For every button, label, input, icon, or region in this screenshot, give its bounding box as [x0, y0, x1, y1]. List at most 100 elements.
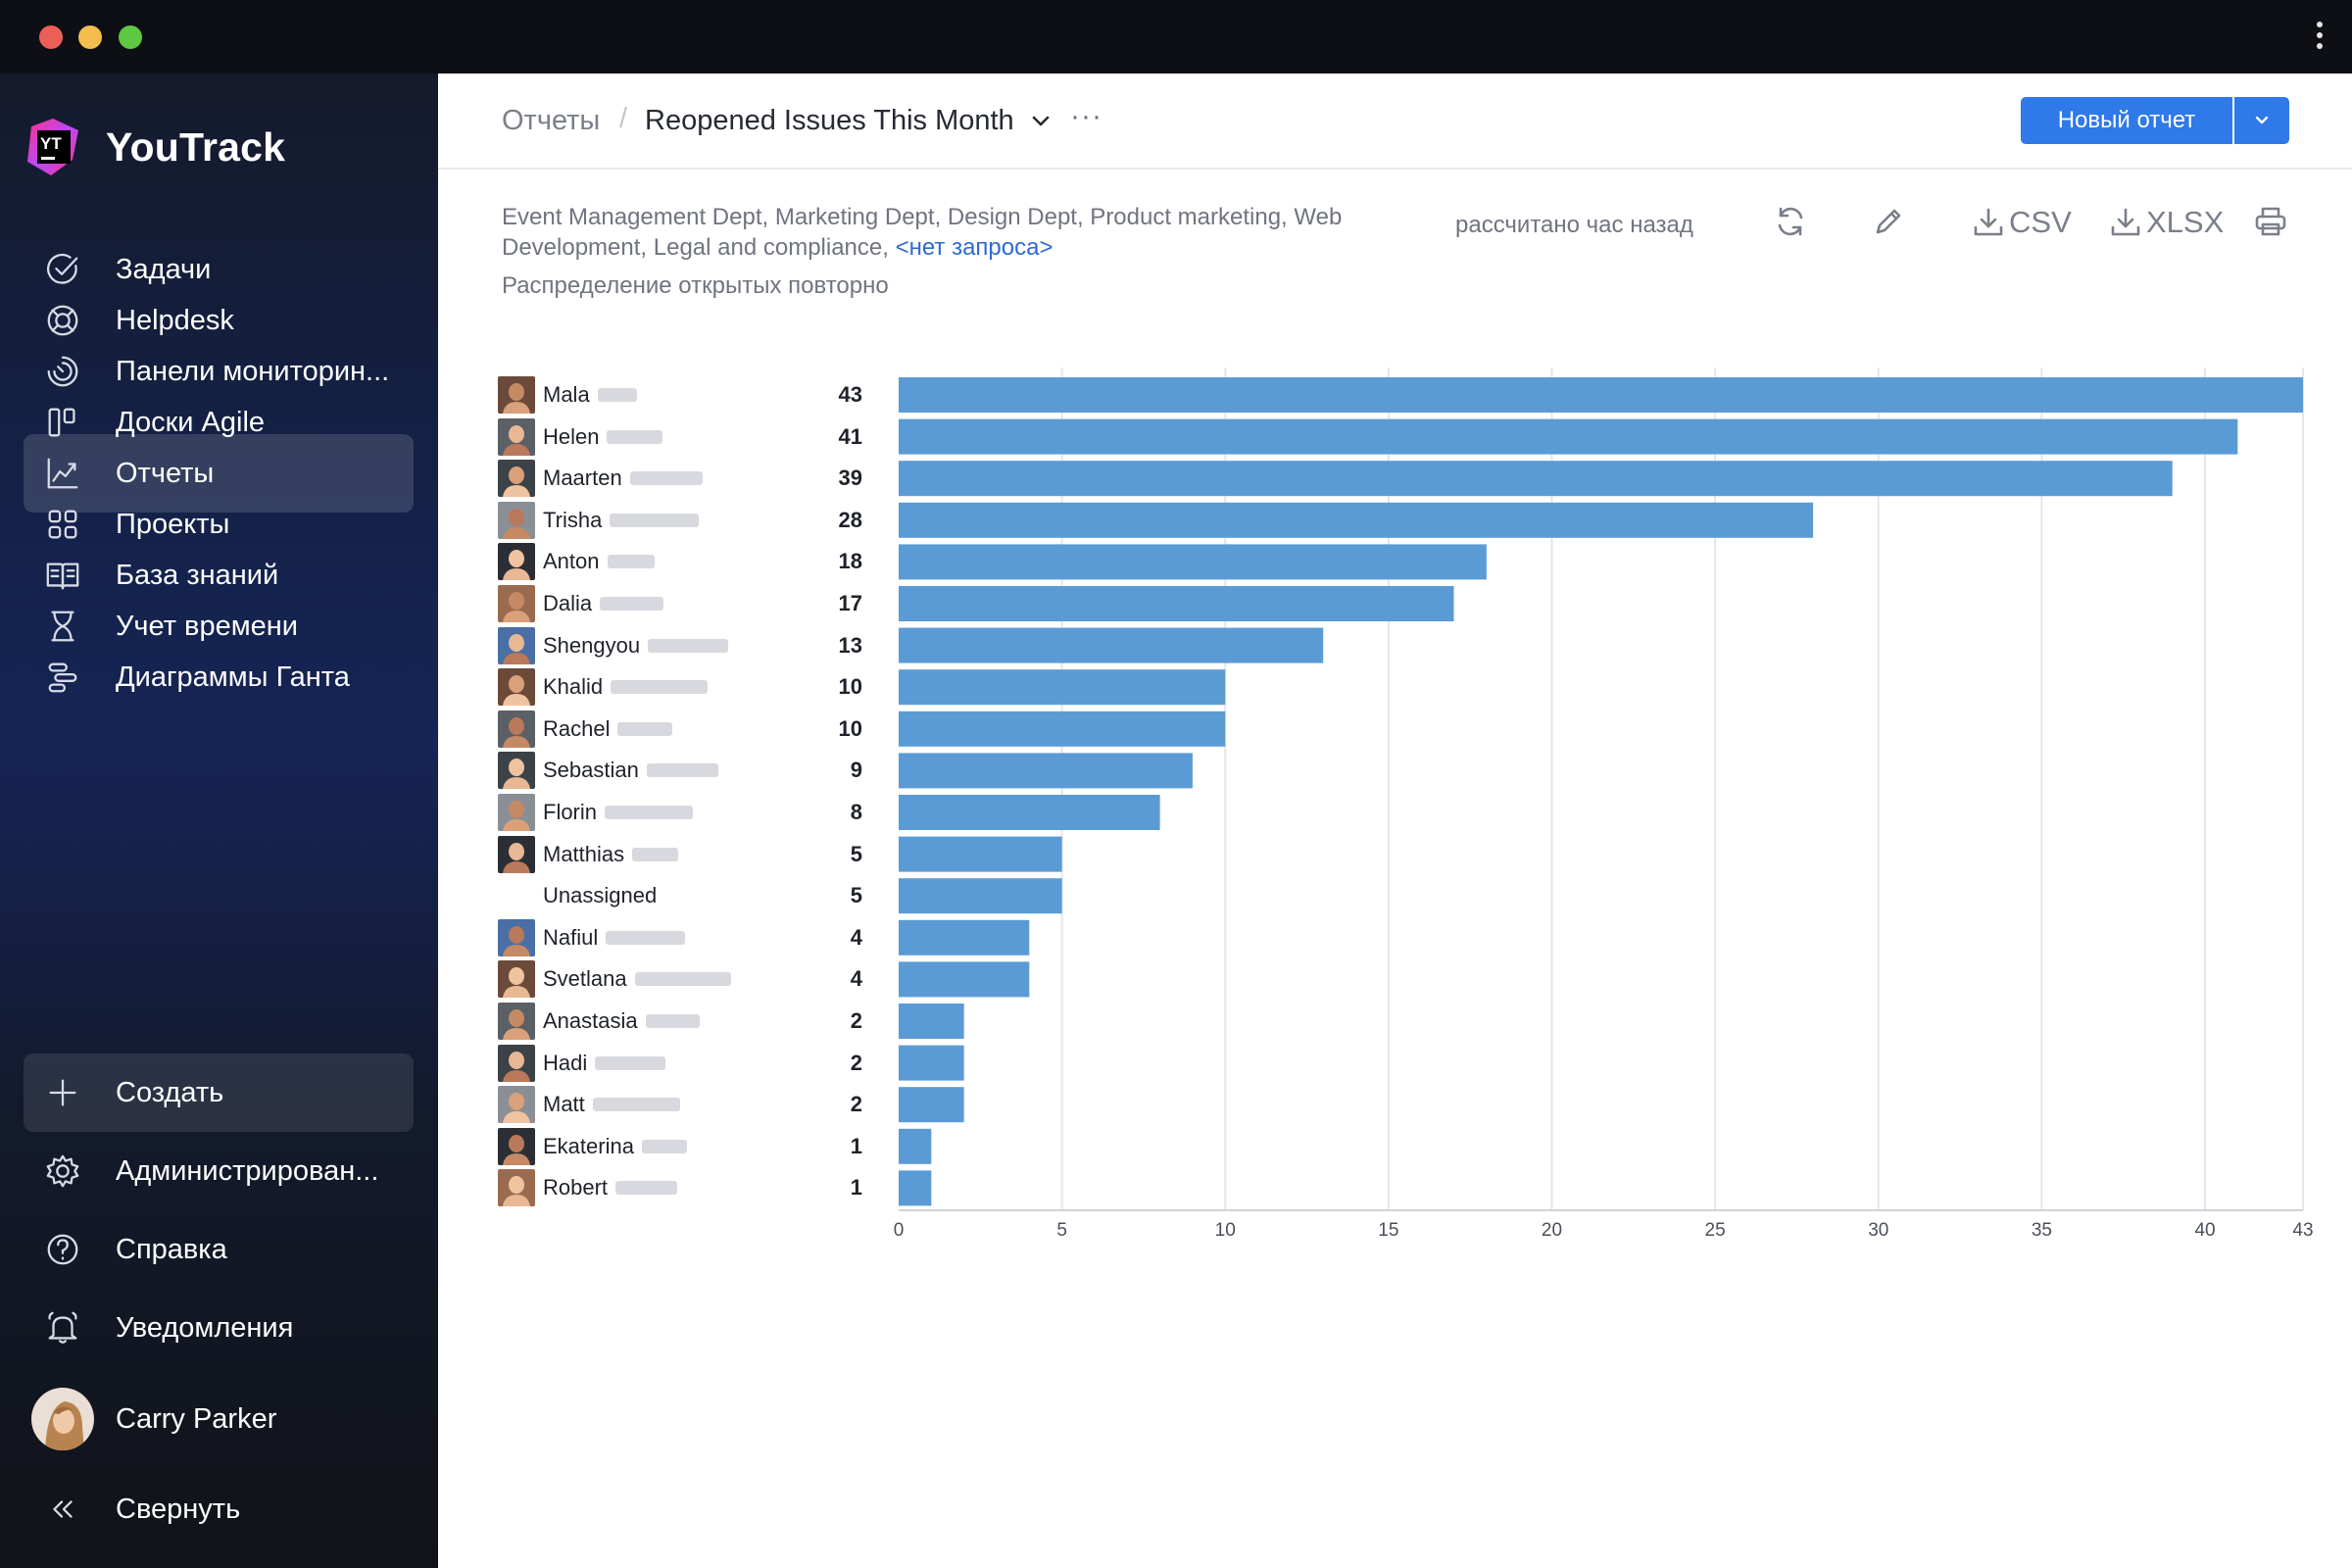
hourglass-icon	[24, 587, 102, 665]
row-label[interactable]: Trisha	[498, 501, 700, 539]
bar-florin[interactable]	[899, 795, 1160, 830]
report-header: Отчеты / Reopened Issues This Month ··· …	[438, 74, 2352, 170]
bar-anton[interactable]	[899, 544, 1487, 580]
bar-robert[interactable]	[899, 1170, 932, 1206]
nav-reports[interactable]: Отчеты	[24, 434, 414, 513]
assignee-name: Unassigned	[543, 883, 658, 908]
x-tick-label: 40	[2194, 1220, 2216, 1241]
avatar	[498, 1003, 535, 1040]
export-csv-button[interactable]: CSV	[1972, 205, 2072, 240]
bar-anastasia[interactable]	[899, 1004, 964, 1039]
redacted-surname	[617, 721, 673, 736]
nav-projects[interactable]: Проекты	[24, 485, 414, 564]
redacted-surname	[595, 1055, 666, 1070]
nav-label: Доски Agile	[116, 406, 266, 438]
printer-icon	[2255, 207, 2286, 236]
bar-matthias[interactable]	[899, 836, 1062, 872]
assignee-name: Robert	[543, 1175, 609, 1200]
avatar	[498, 1127, 535, 1165]
assignee-name: Ekaterina	[543, 1133, 634, 1158]
bar-khalid[interactable]	[899, 669, 1226, 706]
nav-administration[interactable]: Администрирован...	[24, 1132, 414, 1210]
nav-dashboards[interactable]: Панели мониторин...	[24, 332, 414, 411]
nav-knowledge-base[interactable]: База знаний	[24, 536, 414, 614]
row-label[interactable]: Anton	[498, 543, 655, 581]
print-button[interactable]	[2254, 205, 2287, 238]
export-xlsx-button[interactable]: XLSX	[2109, 205, 2224, 240]
maximize-window-button[interactable]	[119, 25, 142, 49]
bar-dalia[interactable]	[899, 586, 1454, 621]
row-label[interactable]: Nafiul	[498, 918, 686, 956]
row-label[interactable]: Rachel	[498, 710, 673, 748]
user-profile[interactable]: Carry Parker	[24, 1377, 414, 1461]
row-label[interactable]: Matt	[498, 1086, 680, 1124]
row-label[interactable]: Ekaterina	[498, 1127, 687, 1165]
redacted-surname	[606, 930, 686, 945]
bar-unassigned[interactable]	[899, 878, 1062, 914]
minimize-window-button[interactable]	[78, 25, 102, 49]
edit-report-button[interactable]	[1872, 205, 1905, 238]
issue-count: 10	[838, 715, 862, 741]
avatar	[498, 918, 535, 956]
issue-count: 2	[850, 1008, 862, 1033]
row-label[interactable]: Dalia	[498, 585, 664, 622]
nav-agile-boards[interactable]: Доски Agile	[24, 383, 414, 462]
chevron-down-icon[interactable]	[1030, 111, 1052, 132]
brand-name: YouTrack	[106, 123, 286, 170]
row-label[interactable]: Mala	[498, 376, 637, 414]
row-label[interactable]: Svetlana	[498, 960, 731, 999]
bar-maarten[interactable]	[899, 461, 2173, 497]
nav-helpdesk[interactable]: Helpdesk	[24, 281, 414, 360]
help-icon	[24, 1210, 102, 1289]
window-menu-icon[interactable]	[2315, 22, 2325, 53]
more-options-button[interactable]: ···	[1070, 100, 1102, 132]
bar-ekaterina[interactable]	[899, 1128, 932, 1164]
row-label[interactable]: Khalid	[498, 668, 709, 707]
nav-issues[interactable]: Задачи	[24, 230, 414, 309]
bar-rachel[interactable]	[899, 710, 1226, 747]
bar-nafiul[interactable]	[899, 919, 1030, 956]
bar-trisha[interactable]	[899, 502, 1814, 538]
breadcrumb-reports-link[interactable]: Отчеты	[502, 105, 601, 136]
nav-gantt[interactable]: Диаграммы Ганта	[24, 638, 414, 716]
bar-sebastian[interactable]	[899, 753, 1193, 789]
row-label[interactable]: Robert	[498, 1169, 678, 1207]
row-label[interactable]: Anastasia	[498, 1003, 700, 1040]
nav-create[interactable]: Создать	[24, 1054, 414, 1132]
query-link[interactable]: <нет запроса>	[895, 234, 1054, 261]
new-report-dropdown-button[interactable]	[2234, 97, 2289, 144]
bar-helen[interactable]	[899, 418, 2238, 455]
nav-time-tracking[interactable]: Учет времени	[24, 587, 414, 665]
bar-shengyou[interactable]	[899, 627, 1324, 663]
row-label[interactable]: Maarten	[498, 460, 703, 498]
nav-notifications[interactable]: Уведомления	[24, 1289, 414, 1367]
window-titlebar	[0, 0, 2352, 74]
issue-count: 28	[838, 507, 862, 532]
nav-help[interactable]: Справка	[24, 1210, 414, 1289]
row-label[interactable]: Florin	[498, 794, 694, 831]
brand-logo[interactable]: YT YouTrack	[24, 113, 285, 181]
nav-label: Диаграммы Ганта	[116, 661, 350, 693]
collapse-sidebar-button[interactable]: Свернуть	[24, 1470, 414, 1548]
assignee-name: Nafiul	[543, 924, 599, 950]
bar-hadi[interactable]	[899, 1045, 964, 1081]
row-label[interactable]: Sebastian	[498, 752, 718, 790]
avatar	[498, 376, 535, 414]
report-title[interactable]: Reopened Issues This Month	[645, 105, 1014, 136]
redacted-surname	[607, 555, 655, 569]
bar-svetlana[interactable]	[899, 961, 1030, 998]
nav-label: Учет времени	[116, 610, 298, 642]
download-icon	[2111, 208, 2140, 236]
bar-mala[interactable]	[899, 377, 2303, 413]
refresh-icon	[1778, 207, 1803, 236]
bar-matt[interactable]	[899, 1087, 964, 1123]
row-label[interactable]: Hadi	[498, 1044, 666, 1082]
row-label[interactable]: Matthias	[498, 835, 679, 873]
close-window-button[interactable]	[39, 25, 63, 49]
refresh-button[interactable]	[1774, 205, 1807, 238]
sidebar: YT YouTrack Задачи Helpdesk Панели монит…	[0, 74, 438, 1568]
new-report-button[interactable]: Новый отчет	[2021, 97, 2232, 144]
row-label[interactable]: Shengyou	[498, 626, 729, 664]
row-label[interactable]: Helen	[498, 417, 663, 456]
row-label[interactable]: Unassigned	[498, 878, 657, 913]
